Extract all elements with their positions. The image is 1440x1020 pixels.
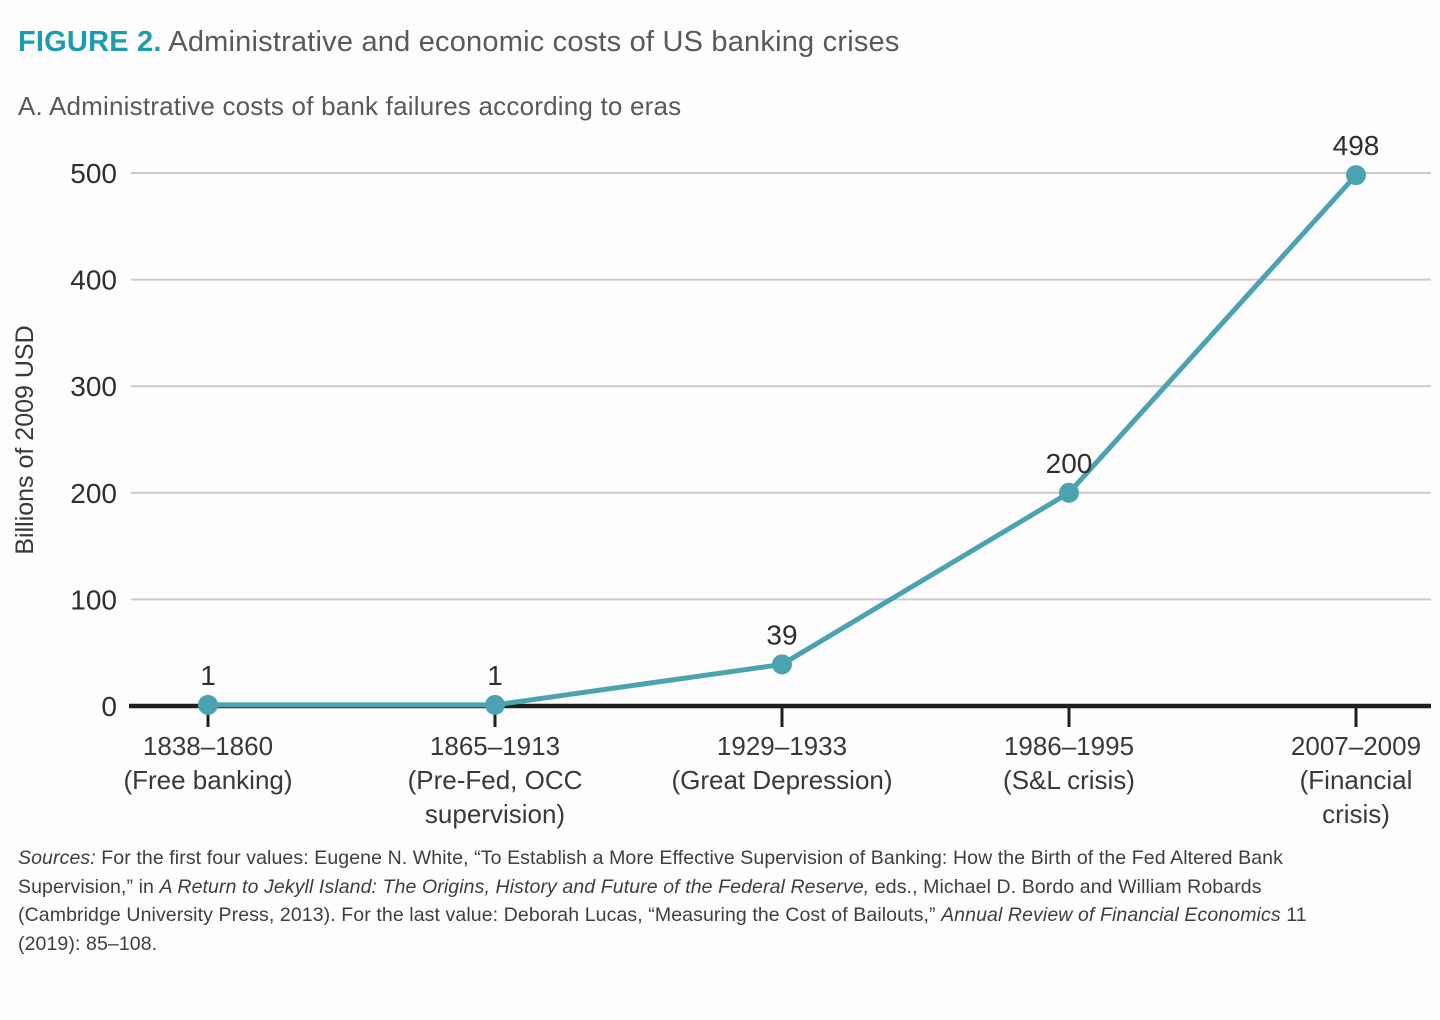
figure-label: FIGURE 2. <box>18 26 162 58</box>
x-tick-label: 1929–1933 <box>717 731 847 761</box>
source-text-italic: Annual Review of Financial Economics <box>941 904 1281 926</box>
data-point-label: 39 <box>766 619 797 650</box>
x-tick-label: 1865–1913 <box>430 731 560 761</box>
source-text-italic: Sources: <box>18 847 96 869</box>
y-axis-title: Billions of 2009 USD <box>11 325 39 554</box>
source-text-italic: A Return to Jekyll Island: The Origins, … <box>159 875 870 898</box>
data-point-label: 498 <box>1333 130 1380 161</box>
y-tick-label: 400 <box>70 265 117 296</box>
source-text: (2019): 85–108. <box>18 932 158 955</box>
x-tick-label: supervision) <box>425 799 565 829</box>
y-tick-label: 500 <box>70 158 117 189</box>
data-point <box>1059 482 1079 503</box>
x-tick-label: (Free banking) <box>123 765 292 795</box>
source-line: (Cambridge University Press, 2013). For … <box>18 901 1438 930</box>
x-tick-label: (Pre-Fed, OCC <box>408 765 583 795</box>
source-text: For the first four values: Eugene N. Whi… <box>95 847 1283 869</box>
data-point <box>1346 165 1366 186</box>
x-tick-label: 1986–1995 <box>1004 731 1134 761</box>
source-line: Supervision,” in A Return to Jekyll Isla… <box>18 873 1438 902</box>
source-text: 11 <box>1280 904 1307 926</box>
sources-block: Sources: For the first four values: Euge… <box>18 844 1438 958</box>
y-tick-label: 200 <box>70 478 117 509</box>
x-tick-label: 1838–1860 <box>143 731 273 761</box>
source-text: eds., Michael D. Bordo and William Robar… <box>869 875 1262 898</box>
source-line: (2019): 85–108. <box>18 930 1438 959</box>
data-point-label: 1 <box>487 660 503 691</box>
x-tick-label: 2007–2009 <box>1291 731 1421 761</box>
x-tick-label: (Financial <box>1300 765 1413 795</box>
data-point <box>772 654 792 675</box>
data-point-label: 1 <box>200 660 216 691</box>
y-tick-label: 0 <box>101 691 117 722</box>
source-text: Supervision,” in <box>18 875 160 898</box>
y-tick-label: 100 <box>70 584 117 615</box>
panel-title: A. Administrative costs of bank failures… <box>18 91 682 121</box>
y-tick-label: 300 <box>70 371 117 402</box>
figure-title: Administrative and economic costs of US … <box>168 26 900 58</box>
source-text: (Cambridge University Press, 2013). For … <box>18 904 942 926</box>
source-line: Sources: For the first four values: Euge… <box>18 844 1438 873</box>
x-tick-label: (Great Depression) <box>671 765 892 795</box>
x-tick-label: crisis) <box>1322 799 1390 829</box>
data-point <box>485 694 505 715</box>
figure-header: FIGURE 2. Administrative and economic co… <box>18 26 1428 59</box>
data-point-label: 200 <box>1046 448 1093 479</box>
x-tick-label: (S&L crisis) <box>1003 765 1135 795</box>
data-point <box>198 694 218 715</box>
